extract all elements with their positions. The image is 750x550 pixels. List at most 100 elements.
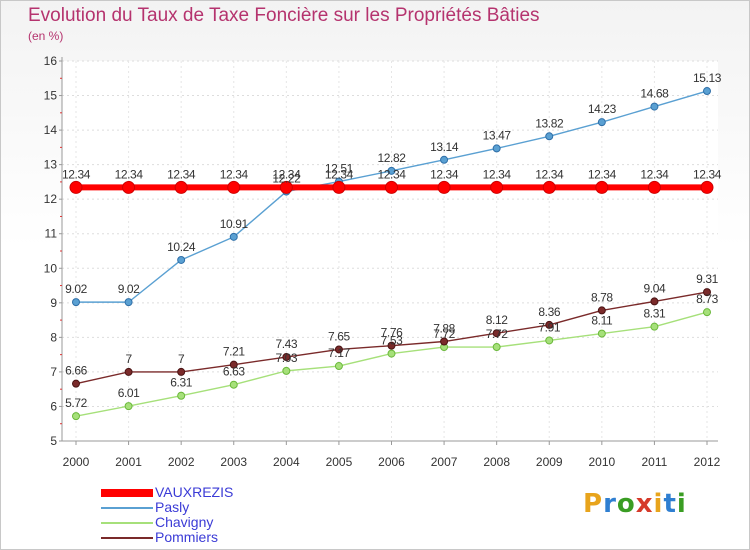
data-label: 6.63 [223, 365, 245, 379]
data-label: 7.72 [433, 327, 455, 341]
data-point [334, 345, 343, 354]
y-tick-label: 15 [44, 89, 58, 103]
data-point [597, 118, 606, 127]
plot-area [62, 61, 718, 441]
proxiti-logo: Proxiti [583, 489, 687, 519]
data-label: 6.66 [65, 364, 87, 378]
data-point [229, 380, 238, 389]
series-vauxrezis [69, 180, 714, 194]
legend-label: Pommiers [155, 529, 219, 545]
data-point [440, 337, 449, 346]
data-label: 7.72 [486, 327, 508, 341]
logo-letter: i [676, 489, 687, 519]
x-tick-label: 2011 [642, 455, 668, 469]
data-label: 12.34 [693, 167, 722, 181]
legend-swatch [101, 522, 153, 524]
data-point [595, 180, 609, 194]
data-label: 5.72 [65, 396, 87, 410]
y-tick-label: 10 [44, 261, 58, 275]
data-label: 9.02 [65, 282, 87, 296]
data-point [282, 366, 291, 375]
x-tick-label: 2005 [326, 455, 353, 469]
y-tick-label: 8 [50, 330, 57, 344]
data-point [122, 180, 136, 194]
data-point [124, 402, 133, 411]
data-label: 9.04 [644, 281, 666, 295]
chart-title: Evolution du Taux de Taxe Foncière sur l… [28, 5, 540, 26]
data-label: 8.36 [538, 305, 560, 319]
data-point [387, 166, 396, 175]
data-point [72, 379, 80, 388]
data-label: 12.34 [430, 167, 459, 181]
data-point [229, 360, 238, 369]
x-tick-label: 2009 [536, 455, 563, 469]
data-label: 8.31 [644, 307, 666, 321]
data-label: 15.13 [693, 71, 722, 85]
data-label: 7.76 [381, 326, 403, 340]
x-tick-label: 2003 [220, 455, 247, 469]
data-point [387, 349, 396, 358]
data-label: 12.34 [62, 167, 91, 181]
data-point [229, 232, 238, 241]
data-point [700, 180, 714, 194]
data-label: 12.34 [115, 167, 144, 181]
data-point [177, 367, 186, 376]
data-point [72, 412, 80, 421]
y-tick-label: 14 [44, 123, 58, 137]
data-point [650, 322, 659, 331]
data-label: 14.68 [640, 87, 669, 101]
y-tick-label: 7 [50, 365, 57, 379]
x-tick-label: 2000 [63, 455, 90, 469]
series-pommiers [72, 288, 711, 388]
data-point [545, 132, 554, 141]
data-point [545, 320, 554, 329]
data-label: 12.82 [377, 151, 406, 165]
data-point [437, 180, 451, 194]
x-tick-label: 2007 [431, 455, 458, 469]
logo-letter: t [663, 489, 677, 519]
data-point [72, 298, 80, 307]
data-label: 12.34 [272, 167, 301, 181]
data-label: 8.78 [591, 290, 613, 304]
data-label: 7.43 [275, 337, 297, 351]
data-label: 7.17 [328, 346, 350, 360]
y-tick-label: 13 [44, 158, 58, 172]
data-point [650, 297, 659, 306]
data-point [440, 155, 449, 164]
data-point [703, 87, 711, 96]
logo-letter: x [635, 489, 654, 519]
legend-label: Pasly [155, 499, 190, 515]
data-point [69, 180, 83, 194]
y-tick-label: 9 [50, 296, 57, 310]
data-label: 13.82 [535, 116, 564, 130]
data-label: 9.31 [696, 272, 718, 286]
data-labels: 12.34 12.34 12.34 12.34 12.34 12.34 12.34 12.34… [62, 71, 722, 410]
data-point [279, 180, 293, 194]
x-tick-label: 2008 [483, 455, 510, 469]
data-point [545, 336, 554, 345]
data-point [332, 180, 346, 194]
data-label: 12.34 [220, 167, 249, 181]
data-point [387, 341, 396, 350]
y-tick-label: 6 [50, 399, 57, 413]
data-point [597, 329, 606, 338]
legend-swatch [101, 489, 153, 497]
data-label: 13.14 [430, 140, 459, 154]
data-point [177, 255, 186, 264]
data-point [492, 329, 501, 338]
data-point [703, 288, 711, 297]
data-label: 13.47 [483, 128, 512, 142]
data-point [597, 306, 606, 315]
legend-swatch [101, 507, 153, 509]
data-label: 12.34 [167, 167, 196, 181]
data-point [177, 391, 186, 400]
data-label: 7.65 [328, 329, 350, 343]
data-label: 10.24 [167, 240, 196, 254]
logo-letter: i [653, 489, 664, 519]
x-tick-label: 2004 [273, 455, 300, 469]
data-label: 12.22 [272, 172, 301, 186]
data-point [490, 180, 504, 194]
data-label: 8.12 [486, 313, 508, 327]
